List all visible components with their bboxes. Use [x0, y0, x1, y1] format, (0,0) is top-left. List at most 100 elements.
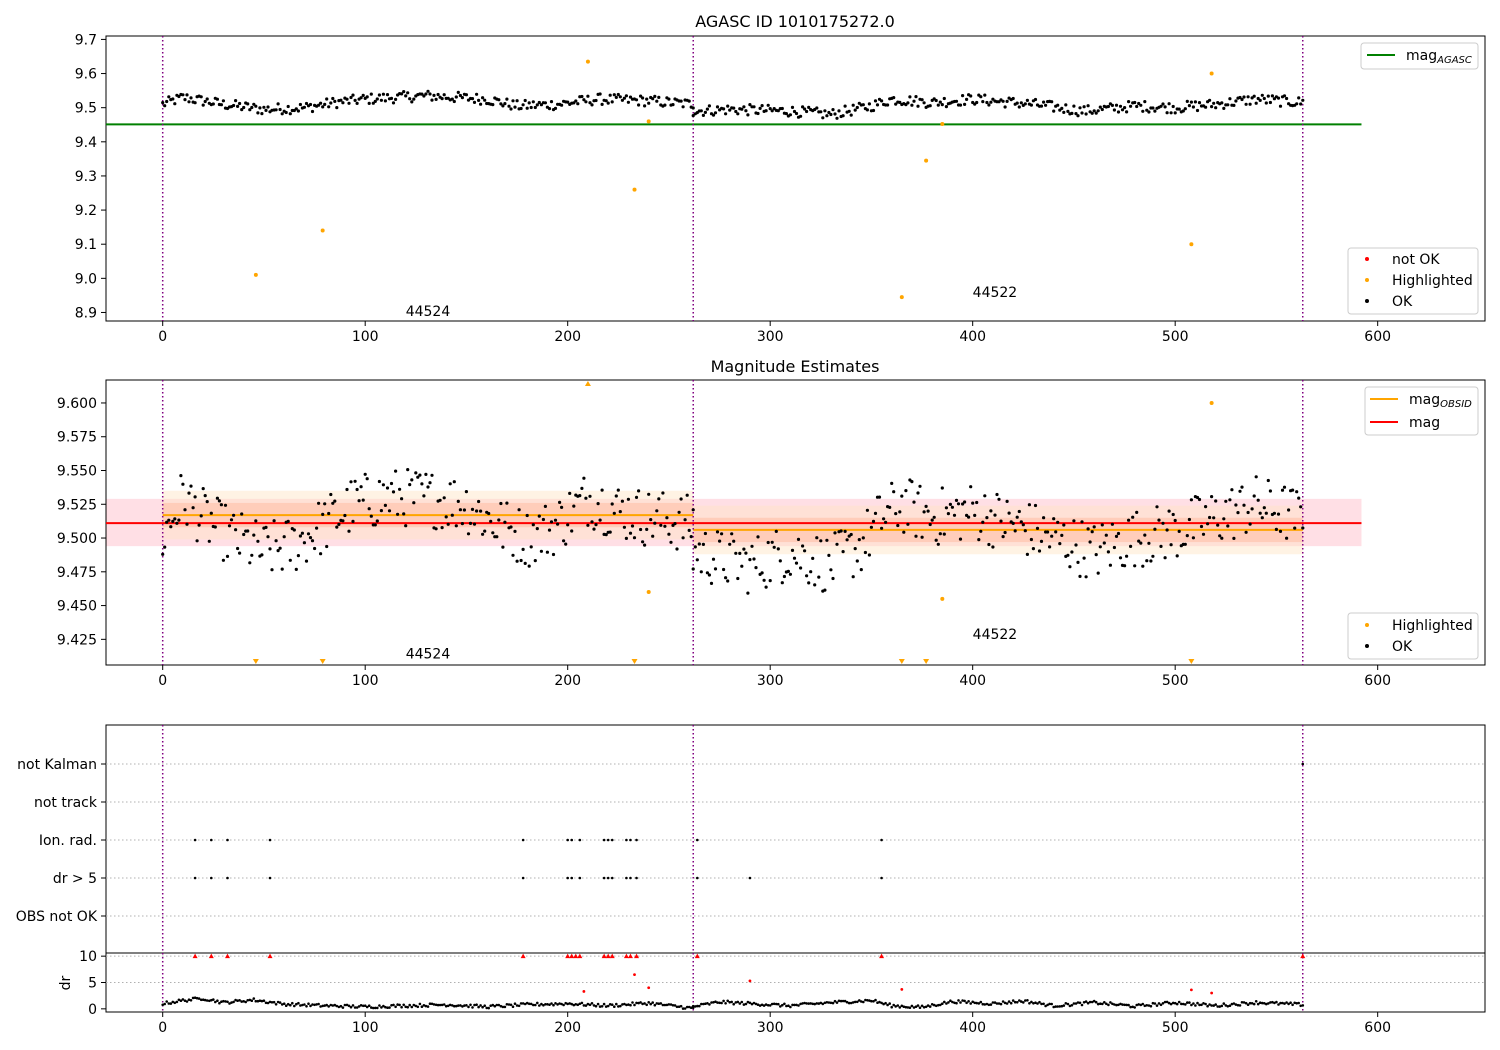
agasc-ok-point [503, 102, 507, 106]
magnitude-ok-point [383, 503, 387, 507]
magnitude-ok-point [811, 556, 815, 561]
dr-ok-point [558, 1002, 561, 1005]
magnitude-ok-point [521, 547, 525, 552]
dr-not-ok-marker [565, 953, 571, 959]
magnitude-ok-point [177, 518, 181, 522]
dr-ok-point [1074, 1002, 1078, 1005]
dr-xtick-label: 600 [1364, 1020, 1391, 1036]
agasc-ok-point [523, 98, 527, 103]
agasc-ok-point [752, 105, 756, 109]
magnitude-legend-marker [1365, 623, 1369, 627]
agasc-ok-point [1252, 94, 1256, 98]
magnitude-ok-point [1106, 550, 1110, 554]
agasc-ok-point [1268, 100, 1272, 105]
magnitude-ok-point [1228, 498, 1232, 502]
magnitude-ok-point [402, 512, 406, 516]
dr-ok-point [436, 1003, 440, 1007]
magnitude-ok-point [369, 514, 373, 518]
agasc-ok-point [1147, 110, 1151, 114]
dr-ok-point [894, 1005, 897, 1008]
agasc-ok-point [584, 100, 588, 104]
dr-ok-point [331, 1004, 335, 1007]
dr-ok-point [293, 1004, 296, 1008]
magnitude-ok-point [209, 511, 213, 515]
magnitude-ok-point [458, 508, 462, 512]
dr-xtick-label: 0 [158, 1020, 167, 1036]
agasc-ok-point [742, 105, 746, 109]
dr-ok-point [242, 1000, 245, 1003]
agasc-ok-point [1017, 105, 1021, 109]
dr-ok-point [1141, 1002, 1145, 1006]
magnitude-ok-point [1005, 499, 1009, 503]
dr-ok-point [1175, 1002, 1179, 1006]
dr-ok-point [837, 999, 841, 1003]
agasc-ok-point [434, 97, 438, 101]
agasc-ok-point [908, 95, 912, 99]
dr-ok-point [534, 1003, 537, 1007]
agasc-ok-point [1019, 101, 1023, 105]
magnitude-ok-point [479, 509, 483, 513]
dr-ok-point [689, 1006, 693, 1009]
agasc-ok-point [622, 96, 627, 100]
magnitude-highlighted-point [646, 590, 651, 595]
magnitude-xtick-label: 400 [959, 673, 986, 689]
magnitude-ok-point [173, 517, 177, 521]
magnitude-ok-point [288, 558, 292, 562]
magnitude-ok-point [1084, 575, 1088, 579]
dr-ok-point [819, 1001, 823, 1005]
flags-point [748, 876, 752, 880]
magnitude-ok-point [549, 520, 554, 524]
magnitude-ok-point [1175, 554, 1179, 558]
agasc-ok-point [1084, 112, 1088, 116]
magnitude-ok-point [1135, 510, 1139, 514]
dr-ok-point [910, 1004, 914, 1008]
dr-ok-point [187, 998, 191, 1001]
dr-ok-point [507, 1003, 511, 1006]
dr-ok-point [728, 1001, 731, 1004]
dr-ok-point [244, 1000, 247, 1004]
dr-ok-point [1173, 1001, 1177, 1005]
dr-ytick-label: 5 [88, 976, 97, 992]
magnitude-ok-point [1129, 544, 1133, 549]
agasc-ok-point [1232, 103, 1236, 107]
dr-ok-point [420, 1005, 424, 1008]
dr-ok-point [491, 1003, 495, 1007]
dr-ok-point [934, 1004, 938, 1008]
magnitude-ok-point [817, 575, 821, 579]
dr-xtick-label: 200 [554, 1020, 581, 1036]
magnitude-ok-point [1224, 499, 1228, 503]
agasc-ok-point [1145, 108, 1149, 112]
magnitude-ok-point [551, 552, 556, 557]
dr-ok-point [1214, 1003, 1217, 1006]
magnitude-ok-point [950, 505, 955, 509]
agasc-ok-point [501, 104, 505, 108]
dr-ok-point [1060, 1004, 1064, 1008]
dr-ok-point [365, 1005, 369, 1009]
dr-ok-point [772, 1002, 776, 1006]
magnitude-obsid-annotation: 44522 [973, 627, 1018, 643]
agasc-ok-point [458, 93, 462, 98]
dr-ok-point [230, 1001, 233, 1004]
flags-frame [105, 724, 1486, 954]
magnitude-ok-point [699, 570, 703, 574]
dr-ok-point [918, 1006, 922, 1009]
magnitude-legend-label: Highlighted [1392, 618, 1473, 634]
dr-ok-point [295, 1002, 298, 1006]
dr-ok-point [756, 1003, 760, 1006]
agasc-ok-point [254, 104, 258, 108]
agasc-ok-point [711, 113, 716, 117]
flags-category-label: not track [34, 795, 98, 811]
dr-ok-point [803, 1001, 806, 1005]
magnitude-ok-point [740, 564, 744, 568]
dr-ok-point [424, 1004, 428, 1008]
magnitude-ok-point [349, 480, 353, 484]
magnitude-ok-point [260, 553, 264, 557]
magnitude-ok-point [272, 519, 276, 523]
agasc-ok-point [349, 95, 353, 100]
agasc-ok-point [240, 108, 244, 112]
dr-ok-point [706, 1002, 709, 1005]
dr-ok-point [511, 1005, 515, 1008]
magnitude-ok-point [977, 538, 981, 542]
magnitude-ok-point [1149, 559, 1153, 563]
magnitude-ok-point [1197, 497, 1202, 502]
